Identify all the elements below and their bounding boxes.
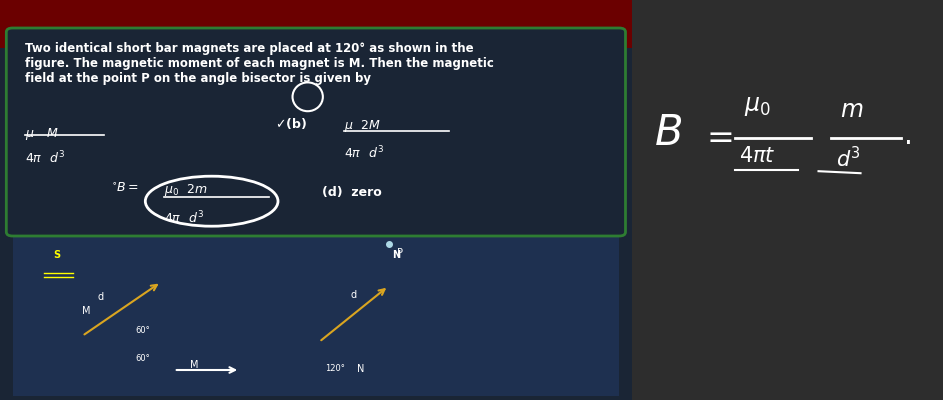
Text: $\mathit{B}$: $\mathit{B}$ (653, 112, 682, 154)
Text: 120°: 120° (325, 364, 345, 373)
Text: $\mu$   $M$: $\mu$ $M$ (25, 126, 58, 142)
Text: $d^3$: $d^3$ (835, 146, 860, 171)
Text: $m$: $m$ (840, 98, 864, 122)
Text: $^{\circ}B=$: $^{\circ}B=$ (110, 182, 139, 195)
Text: $\mu_0$  $2m$: $\mu_0$ $2m$ (164, 182, 208, 198)
Text: d: d (98, 292, 104, 302)
Text: M: M (190, 360, 198, 370)
Text: N: N (391, 250, 400, 260)
Text: $=$: $=$ (701, 120, 733, 153)
Text: $4\pi$  $d^3$: $4\pi$ $d^3$ (164, 209, 205, 226)
Text: $\mu_0$: $\mu_0$ (744, 94, 770, 118)
Bar (12, 236, 620, 396)
Text: S: S (54, 250, 61, 260)
Text: $4\pi$  $d^3$: $4\pi$ $d^3$ (25, 150, 65, 166)
Text: (d)  zero: (d) zero (323, 186, 382, 199)
Text: $4\pi$  $d^3$: $4\pi$ $d^3$ (344, 145, 385, 161)
Text: 60°: 60° (136, 326, 151, 335)
FancyBboxPatch shape (7, 28, 625, 236)
Text: N: N (357, 364, 364, 374)
Text: $4\pi t$: $4\pi t$ (739, 146, 776, 166)
Text: $.$: $.$ (902, 122, 910, 150)
Text: Two identical short bar magnets are placed at 120° as shown in the
figure. The m: Two identical short bar magnets are plac… (25, 42, 494, 85)
Text: $\mu$  $2M$: $\mu$ $2M$ (344, 118, 382, 134)
Text: d: d (351, 290, 356, 300)
Text: P: P (397, 248, 403, 258)
Text: $\checkmark$(b): $\checkmark$(b) (274, 116, 306, 131)
Bar (0, 0, 632, 48)
Text: 60°: 60° (136, 354, 151, 363)
Text: M: M (82, 306, 91, 316)
